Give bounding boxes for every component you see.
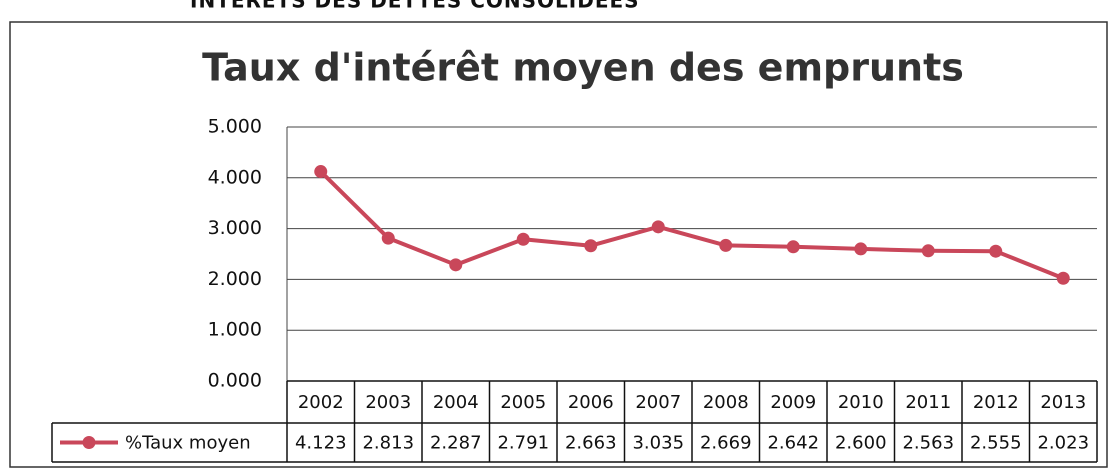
x-tick-label: 2009 [770, 392, 816, 413]
point [381, 231, 395, 245]
table-value: 2.813 [362, 433, 414, 454]
point [786, 240, 800, 254]
table-value: 4.123 [295, 433, 347, 454]
y-tick-label: 5.000 [208, 116, 262, 138]
x-tick-label: 2004 [433, 392, 479, 413]
x-tick-label: 2007 [635, 392, 681, 413]
table-value: 3.035 [632, 433, 684, 454]
point [584, 239, 598, 253]
table-value: 2.555 [970, 433, 1022, 454]
point [651, 220, 665, 234]
point [921, 244, 935, 258]
point [854, 242, 868, 256]
x-tick-label: 2013 [1040, 392, 1086, 413]
y-tick-label: 3.000 [208, 217, 262, 239]
legend-marker [82, 436, 96, 449]
point [989, 244, 1003, 258]
point [314, 165, 328, 179]
x-tick-label: 2010 [838, 392, 884, 413]
x-tick-label: 2002 [298, 392, 344, 413]
x-tick-label: 2011 [905, 392, 951, 413]
point [516, 232, 530, 246]
point [719, 238, 733, 252]
x-tick-label: 2012 [973, 392, 1019, 413]
table-value: 2.669 [700, 433, 752, 454]
point [449, 258, 463, 272]
y-tick-label: 1.000 [208, 319, 262, 341]
series-line [319, 170, 1064, 281]
table-value: 2.791 [497, 433, 549, 454]
legend-label: %Taux moyen [125, 433, 251, 454]
y-tick-label: 2.000 [208, 268, 262, 290]
table-value: 2.663 [565, 433, 617, 454]
x-tick-label: 2003 [365, 392, 411, 413]
point [1056, 271, 1070, 285]
page-header: INTERETS DES DETTES CONSOLIDEES [190, 0, 640, 13]
x-tick-label: 2008 [703, 392, 749, 413]
table-value: 2.287 [430, 433, 482, 454]
chart-border [9, 21, 1108, 468]
table-value: 2.600 [835, 433, 887, 454]
x-tick-label: 2005 [500, 392, 546, 413]
y-tick-label: 4.000 [208, 166, 262, 188]
x-tick-label: 2006 [568, 392, 614, 413]
table-value: 2.563 [902, 433, 954, 454]
table-value: 2.023 [1037, 433, 1089, 454]
y-tick-label: 0.000 [208, 370, 262, 392]
table-value: 2.642 [767, 433, 819, 454]
chart-title: Taux d'intérêt moyen des emprunts [202, 46, 964, 90]
